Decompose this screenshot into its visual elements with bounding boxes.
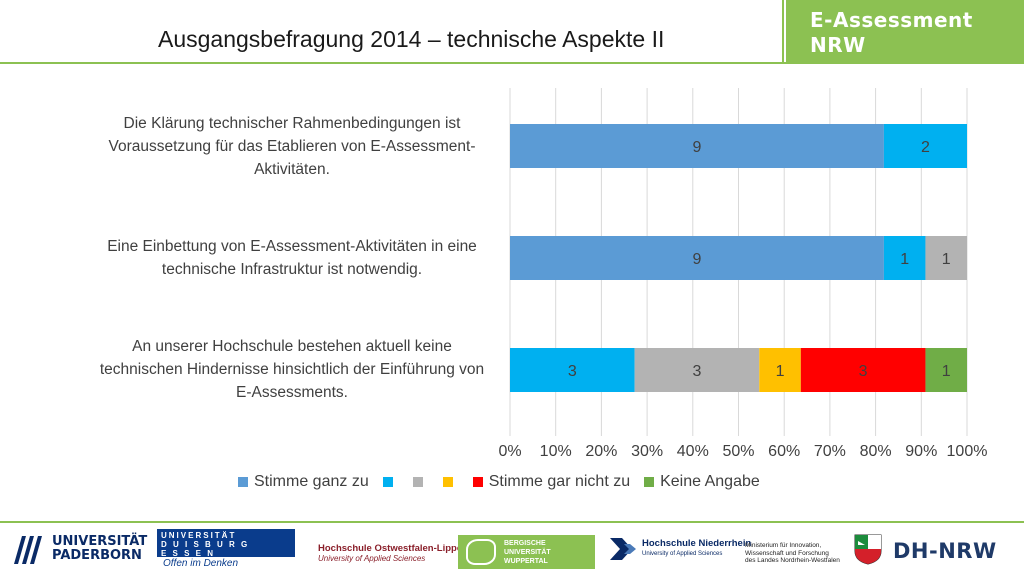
buw-line-2: UNIVERSITÄT <box>504 549 551 556</box>
x-tick-label-3: 30% <box>631 443 663 460</box>
ude-line-3: E S S E N <box>161 549 216 558</box>
legend-swatch-5 <box>472 477 483 487</box>
bar-q3-s3 <box>634 348 760 392</box>
lion-emblem-icon <box>466 539 496 565</box>
x-tick-label-9: 90% <box>905 443 937 460</box>
legend-swatch-4 <box>442 477 453 487</box>
question-label-3: An unserer Hochschule bestehen aktuell k… <box>40 335 544 404</box>
bar-q2-s3 <box>925 236 967 280</box>
bar-q2-s2 <box>883 236 926 280</box>
partner-logos-footer: UNIVERSITÄT PADERBORN UNIVERSITÄT D U I … <box>0 523 1024 576</box>
question-2-line-1: Eine Einbettung von E-Assessment-Aktivit… <box>107 238 477 255</box>
data-label-q3-s2: 3 <box>568 363 577 380</box>
legend-label-5: Stimme gar nicht zu <box>488 473 631 490</box>
data-label-q2-s2: 1 <box>900 251 909 268</box>
legend-label-6: Keine Angabe <box>660 473 760 490</box>
data-label-q3-s3: 3 <box>693 363 702 380</box>
hsowl-line-2: University of Applied Sciences <box>318 554 426 563</box>
data-label-q2-s1: 9 <box>693 251 702 268</box>
legend-item-3 <box>412 477 429 487</box>
logo-dh-nrw: DH-NRW <box>893 539 997 563</box>
logo-ministerium-nrw: Ministerium für Innovation, Wissenschaft… <box>745 542 850 576</box>
x-tick-label-5: 50% <box>722 443 754 460</box>
buw-line-3: WUPPERTAL <box>504 558 548 565</box>
x-tick-label-10: 100% <box>947 443 988 460</box>
hsowl-line-1: Hochschule Ostwestfalen-Lippe <box>318 543 463 554</box>
legend-swatch-1 <box>238 477 248 487</box>
bar-q1-s2 <box>883 124 967 168</box>
question-label-2: Eine Einbettung von E-Assessment-Aktivit… <box>50 235 534 281</box>
brand-line-1: E-Assessment <box>810 8 973 32</box>
hsnr-line-1: Hochschule Niederrhein <box>642 538 752 549</box>
ministry-line-2: Wissenschaft und Forschung <box>745 549 829 557</box>
x-tick-label-1: 10% <box>540 443 572 460</box>
ude-line-2: D U I S B U R G <box>161 540 250 549</box>
legend-swatch-2 <box>382 477 393 487</box>
logo-hochschule-niederrhein: Hochschule Niederrhein University of App… <box>610 529 751 569</box>
bar-q3-s2 <box>510 348 635 392</box>
upb-line-2: PADERBORN <box>52 548 142 563</box>
logo-hochschule-owl: Hochschule Ostwestfalen-Lippe University… <box>318 543 462 576</box>
nrw-coat-of-arms-icon <box>854 534 882 565</box>
x-tick-label-2: 20% <box>585 443 617 460</box>
legend-item-4 <box>442 477 459 487</box>
question-3-line-3: E-Assessments. <box>236 384 348 401</box>
brand-logo-e-assessment-nrw: E-Assessment NRW <box>786 0 1024 63</box>
data-label-q1-s1: 9 <box>693 139 702 156</box>
question-label-1: Die Klärung technischer Rahmenbedingunge… <box>60 112 524 181</box>
hsnr-emblem-icon <box>610 538 636 560</box>
question-2-line-2: technische Infrastruktur ist notwendig. <box>161 261 423 278</box>
data-label-q1-s2: 2 <box>921 139 930 156</box>
header-divider <box>782 0 784 64</box>
x-tick-label-7: 70% <box>814 443 846 460</box>
legend-swatch-6 <box>644 477 655 487</box>
question-3-line-1: An unserer Hochschule bestehen aktuell k… <box>132 338 452 355</box>
ude-slogan: Offen im Denken <box>163 558 239 569</box>
slide-header: Ausgangsbefragung 2014 – technische Aspe… <box>0 0 1024 64</box>
x-tick-label-4: 40% <box>677 443 709 460</box>
hsnr-line-2: University of Applied Sciences <box>642 551 723 557</box>
header-rule <box>0 62 1024 64</box>
upb-emblem-icon <box>14 536 42 564</box>
logo-bergische-universitaet-wuppertal: BERGISCHE UNIVERSITÄT WUPPERTAL <box>458 535 595 569</box>
upb-line-1: UNIVERSITÄT <box>52 534 148 549</box>
brand-line-2: NRW <box>810 33 866 57</box>
bar-q3-s4 <box>759 348 801 392</box>
data-label-q3-s5: 3 <box>859 363 868 380</box>
x-tick-label-6: 60% <box>768 443 800 460</box>
data-label-q3-s6: 1 <box>942 363 951 380</box>
logo-universitaet-duisburg-essen: UNIVERSITÄT D U I S B U R G E S S E N Of… <box>157 529 295 571</box>
legend-item-1: Stimme ganz zu <box>238 473 369 491</box>
chart-legend: Stimme ganz zu Stimme gar nicht zu Keine A… <box>238 473 774 491</box>
x-tick-label-0: 0% <box>498 443 521 460</box>
question-3-line-2: technischen Hindernisse hinsichtlich der… <box>99 361 485 378</box>
legend-label-1: Stimme ganz zu <box>254 473 369 490</box>
data-label-q2-s3: 1 <box>942 251 951 268</box>
legend-swatch-3 <box>412 477 423 487</box>
ministry-line-1: Ministerium für Innovation, <box>745 542 822 549</box>
bar-q2-s1 <box>510 236 884 280</box>
question-1-line-3: Aktivitäten. <box>254 161 330 178</box>
question-1-line-2: Voraussetzung für das Etablieren von E-A… <box>108 138 476 155</box>
footer-rule <box>0 521 1024 523</box>
question-1-line-1: Die Klärung technischer Rahmenbedingunge… <box>123 115 461 132</box>
data-label-q3-s4: 1 <box>776 363 785 380</box>
bar-q3-s5 <box>800 348 926 392</box>
logo-universitaet-paderborn: UNIVERSITÄT PADERBORN <box>12 529 147 569</box>
x-tick-label-8: 80% <box>860 443 892 460</box>
bar-q3-s6 <box>925 348 967 392</box>
legend-item-2 <box>382 477 399 487</box>
bar-q1-s1 <box>510 124 884 168</box>
legend-item-6: Keine Angabe <box>644 473 760 491</box>
legend-item-5: Stimme gar nicht zu <box>472 473 631 491</box>
slide-title: Ausgangsbefragung 2014 – technische Aspe… <box>158 26 665 52</box>
buw-line-1: BERGISCHE <box>504 540 546 547</box>
ude-line-1: UNIVERSITÄT <box>161 531 237 540</box>
ministry-line-3: des Landes Nordrhein-Westfalen <box>745 557 840 564</box>
